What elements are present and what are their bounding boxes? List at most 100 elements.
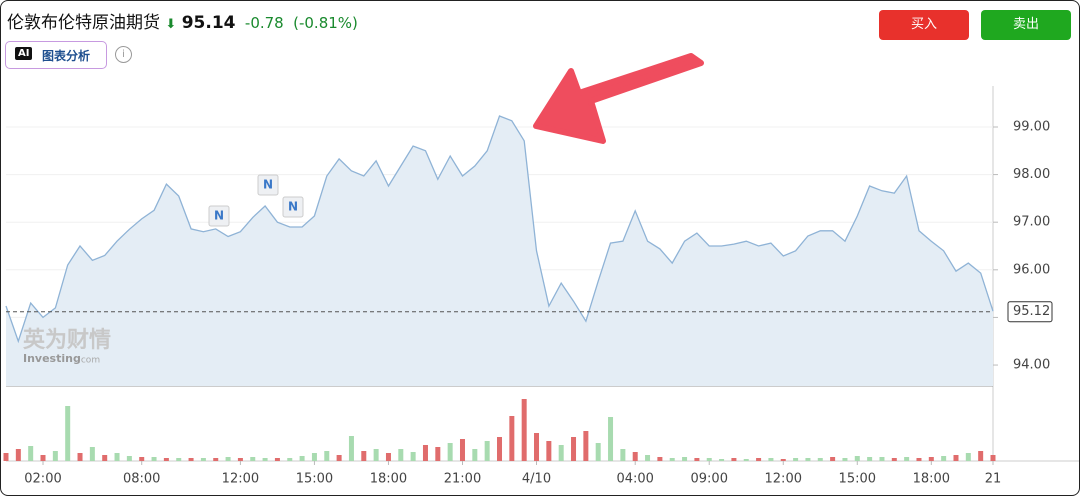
volume-bar xyxy=(546,441,552,461)
volume-bar xyxy=(768,458,774,461)
volume-bar xyxy=(978,451,984,461)
volume-bar xyxy=(719,459,725,461)
last-value-box xyxy=(1007,301,1053,323)
x-tick-label: 21 xyxy=(985,472,1002,487)
arrow-shape xyxy=(533,53,704,144)
volume-bar xyxy=(52,451,58,461)
volume-bar xyxy=(669,458,675,461)
volume-bar xyxy=(163,458,169,461)
volume-bar xyxy=(645,455,651,461)
news-marker-label: N xyxy=(288,200,298,214)
price-line xyxy=(5,115,994,344)
volume-bar xyxy=(139,457,145,461)
x-tick-label: 15:00 xyxy=(839,472,876,487)
volume-bar xyxy=(805,458,811,461)
watermark: Investing xyxy=(23,352,81,365)
volume-bar xyxy=(756,458,762,461)
volume-bar xyxy=(916,458,922,461)
change: -0.78 xyxy=(244,14,284,32)
volume-bar xyxy=(237,458,243,461)
volume-bar xyxy=(385,453,391,461)
price: 95.14 xyxy=(181,13,236,33)
volume-bar xyxy=(928,457,934,461)
sell-button[interactable]: 卖出 xyxy=(981,10,1071,40)
volume-bar xyxy=(780,459,786,461)
x-tick-label: 12:00 xyxy=(765,472,802,487)
volume-bar xyxy=(620,449,626,461)
volume-bar xyxy=(435,447,441,461)
volume-bar xyxy=(447,443,453,461)
x-tick-label: 04:00 xyxy=(616,472,653,487)
volume-bar xyxy=(904,457,910,461)
volume-bar xyxy=(398,449,404,461)
volume-bar xyxy=(373,449,379,461)
news-marker-label: N xyxy=(214,209,224,223)
volume-bar xyxy=(632,452,638,461)
volume-bar xyxy=(299,456,305,461)
y-tick-label: 97.00 xyxy=(1013,215,1050,230)
x-tick-label: 18:00 xyxy=(913,472,950,487)
volume-bar xyxy=(336,455,342,461)
volume-bar xyxy=(3,453,9,461)
volume-bar xyxy=(65,406,71,461)
volume-bar xyxy=(40,455,46,461)
volume-bar xyxy=(793,458,799,461)
y-tick-label: 98.00 xyxy=(1013,167,1050,182)
volume-bar xyxy=(583,431,589,461)
volume-bar xyxy=(608,417,614,461)
volume-bar xyxy=(830,457,836,461)
instrument-header: 伦敦布伦特原油期货 ⬇ 95.14 -0.78 (-0.81%) xyxy=(7,8,358,33)
info-icon[interactable]: i xyxy=(115,46,132,63)
volume-bar xyxy=(225,457,231,461)
volume-bar xyxy=(348,436,354,461)
buy-button[interactable]: 买入 xyxy=(879,10,969,40)
volume-bar xyxy=(126,456,132,461)
volume-bar xyxy=(706,458,712,461)
volume-bar xyxy=(867,457,873,461)
instrument-title: 伦敦布伦特原油期货 xyxy=(7,13,160,33)
y-tick-label: 99.00 xyxy=(1013,119,1050,134)
volume-bar xyxy=(891,458,897,461)
news-marker-label: N xyxy=(263,178,273,192)
volume-bar xyxy=(595,443,601,461)
volume-bar xyxy=(817,458,823,461)
x-tick-label: 15:00 xyxy=(296,472,333,487)
volume-bar xyxy=(571,437,577,461)
down-arrow: ⬇ xyxy=(165,17,177,32)
last-value-label: 95.12 xyxy=(1013,304,1050,319)
volume-bar xyxy=(77,453,83,461)
volume-bar xyxy=(324,451,330,461)
volume-bar xyxy=(965,453,971,461)
volume-bar xyxy=(509,416,515,461)
x-tick-label: 02:00 xyxy=(24,472,61,487)
volume-bar xyxy=(311,453,317,461)
volume-bar xyxy=(657,457,663,461)
news-marker xyxy=(282,196,304,218)
volume-bar xyxy=(274,458,280,461)
volume-bar xyxy=(694,458,700,461)
volume-bar xyxy=(731,458,737,461)
volume-bar xyxy=(990,455,996,461)
volume-bar xyxy=(534,433,540,461)
volume-bar xyxy=(953,455,959,461)
volume-bar xyxy=(682,457,688,461)
ai-label: 图表分析 xyxy=(42,49,91,63)
volume-bar xyxy=(422,445,428,461)
volume-bar xyxy=(200,458,206,461)
volume-bar xyxy=(842,458,848,461)
ai-analysis-button[interactable]: AI 图表分析 xyxy=(5,41,107,69)
y-tick-label: 96.00 xyxy=(1013,262,1050,277)
x-tick-label: 12:00 xyxy=(222,472,259,487)
volume-bar xyxy=(854,456,860,461)
volume-bar xyxy=(743,459,749,461)
x-tick-label: 4/10 xyxy=(522,472,551,487)
price-area xyxy=(6,116,993,386)
volume-bar xyxy=(213,458,219,461)
callout-arrow xyxy=(533,53,704,144)
volume-bar xyxy=(262,458,268,461)
volume-bar xyxy=(558,445,564,461)
volume-bar xyxy=(472,449,478,461)
x-tick-label: 09:00 xyxy=(691,472,728,487)
volume-bar xyxy=(15,449,21,461)
